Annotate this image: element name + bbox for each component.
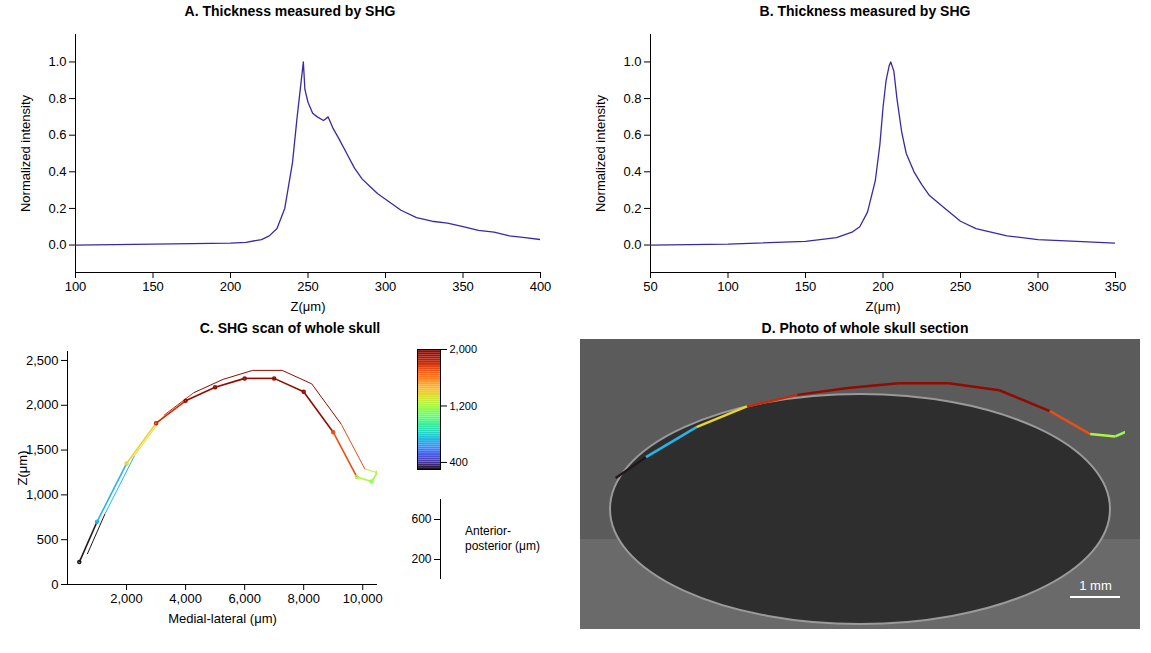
html-text:B. Thickness measured by SHG: B. Thickness measured by SHG bbox=[759, 3, 971, 19]
svg-text:4,000: 4,000 bbox=[169, 591, 202, 606]
svg-text:0.2: 0.2 bbox=[623, 201, 641, 216]
svg-text:2,000: 2,000 bbox=[450, 343, 478, 355]
svg-text:250: 250 bbox=[950, 279, 972, 294]
svg-text:150: 150 bbox=[795, 279, 817, 294]
svg-text:350: 350 bbox=[1105, 279, 1127, 294]
html-text:C. SHG scan of whole skull: C. SHG scan of whole skull bbox=[199, 320, 381, 336]
svg-text:100: 100 bbox=[717, 279, 739, 294]
svg-text:1.0: 1.0 bbox=[48, 54, 66, 69]
svg-text:Z(μm): Z(μm) bbox=[866, 299, 901, 314]
svg-text:150: 150 bbox=[142, 279, 164, 294]
svg-text:Normalized intensity: Normalized intensity bbox=[18, 94, 33, 212]
svg-text:2,000: 2,000 bbox=[26, 397, 59, 412]
svg-text:1,200: 1,200 bbox=[450, 399, 478, 411]
svg-text:0.2: 0.2 bbox=[48, 201, 66, 216]
svg-text:1.0: 1.0 bbox=[623, 54, 641, 69]
html-text:Anterior-posterior (μm): Anterior-posterior (μm) bbox=[465, 524, 540, 553]
svg-text:0.6: 0.6 bbox=[623, 127, 641, 142]
svg-text:Medial-lateral (μm): Medial-lateral (μm) bbox=[168, 611, 277, 626]
svg-text:200: 200 bbox=[872, 279, 894, 294]
svg-text:0.4: 0.4 bbox=[48, 164, 66, 179]
svg-text:500: 500 bbox=[37, 532, 59, 547]
html-text:A. Thickness measured by SHG: A. Thickness measured by SHG bbox=[184, 3, 396, 19]
svg-text:Normalized intensity: Normalized intensity bbox=[593, 94, 608, 212]
svg-text:1,000: 1,000 bbox=[26, 487, 59, 502]
svg-text:400: 400 bbox=[530, 279, 552, 294]
svg-text:300: 300 bbox=[375, 279, 397, 294]
svg-text:2,500: 2,500 bbox=[26, 353, 59, 368]
svg-text:Z(μm): Z(μm) bbox=[291, 299, 326, 314]
svg-text:100: 100 bbox=[65, 279, 87, 294]
svg-text:0.0: 0.0 bbox=[48, 237, 66, 252]
svg-text:2,000: 2,000 bbox=[110, 591, 143, 606]
svg-text:8,000: 8,000 bbox=[287, 591, 320, 606]
svg-text:200: 200 bbox=[220, 279, 242, 294]
svg-text:10,000: 10,000 bbox=[343, 591, 383, 606]
svg-text:200: 200 bbox=[411, 552, 431, 566]
svg-text:600: 600 bbox=[411, 512, 431, 526]
html-text:D. Photo of whole skull sectio: D. Photo of whole skull section bbox=[761, 320, 969, 336]
svg-text:0.4: 0.4 bbox=[623, 164, 641, 179]
svg-text:400: 400 bbox=[450, 456, 468, 468]
svg-text:0: 0 bbox=[51, 577, 58, 592]
svg-text:6,000: 6,000 bbox=[228, 591, 261, 606]
svg-text:0.8: 0.8 bbox=[623, 91, 641, 106]
svg-text:0.0: 0.0 bbox=[623, 237, 641, 252]
svg-text:50: 50 bbox=[643, 279, 657, 294]
svg-text:1,500: 1,500 bbox=[26, 442, 59, 457]
svg-text:250: 250 bbox=[297, 279, 319, 294]
svg-text:0.8: 0.8 bbox=[48, 91, 66, 106]
svg-text:1 mm: 1 mm bbox=[1079, 578, 1112, 593]
svg-text:0.6: 0.6 bbox=[48, 127, 66, 142]
svg-text:350: 350 bbox=[452, 279, 474, 294]
svg-text:300: 300 bbox=[1027, 279, 1049, 294]
svg-text:Z(μm): Z(μm) bbox=[15, 451, 30, 486]
